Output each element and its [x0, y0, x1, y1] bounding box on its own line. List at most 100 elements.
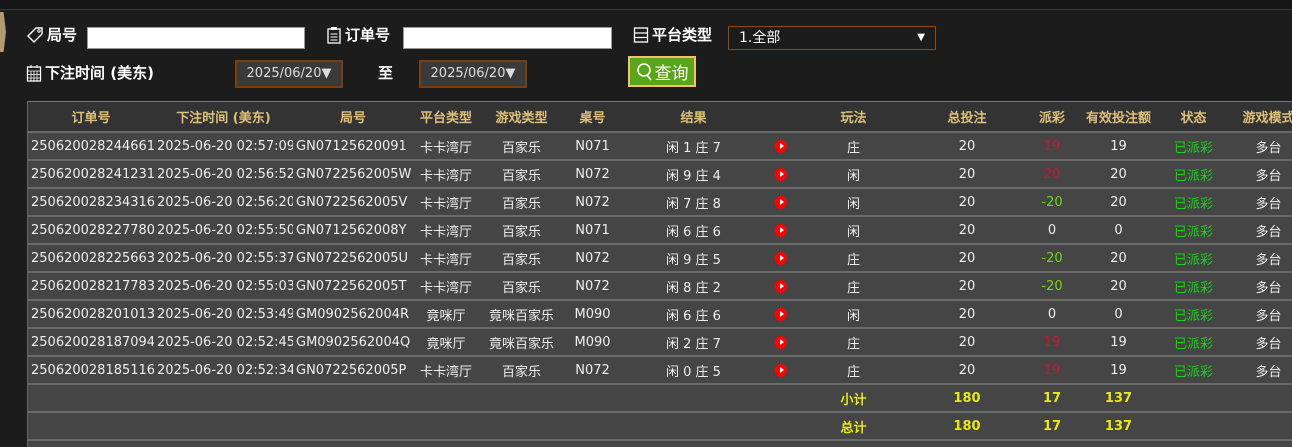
- cell-total-bet: 20: [911, 300, 1023, 329]
- date-to-picker[interactable]: 2025/06/20▼: [419, 60, 527, 88]
- empty-cell: [621, 412, 766, 441]
- cell-bet-type: 闲: [796, 188, 911, 217]
- search-icon: [636, 63, 652, 81]
- empty-cell: [766, 412, 796, 441]
- empty-cell: [293, 412, 413, 441]
- play-replay-icon[interactable]: [775, 223, 787, 237]
- table-row: 250620028185116 2025-06-20 02:52:34 GN0722…: [28, 356, 1292, 385]
- empty-cell: [154, 384, 293, 413]
- cell-game-mode: 多台: [1231, 188, 1292, 217]
- query-button[interactable]: 查询: [628, 56, 696, 87]
- play-replay-icon[interactable]: [775, 335, 787, 349]
- cell-game-mode: 多台: [1231, 356, 1292, 385]
- cell-bet-type: 闲: [796, 216, 911, 245]
- empty-cell: [766, 384, 796, 413]
- orders-table: 订单号 下注时间 (美东) 局号 平台类型 游戏类型 桌号 结果 玩法 总投注 派彩 有效投注额 状态…: [27, 101, 1292, 447]
- cell-platform: 卡卡湾厅: [413, 132, 479, 161]
- table-row: 250620028217783 2025-06-20 02:55:03 GN0722…: [28, 272, 1292, 301]
- cell-bet-type: 闲: [796, 300, 911, 329]
- cell-order-no: 250620028241231: [28, 160, 154, 189]
- cell-game-mode: 多台: [1231, 244, 1292, 273]
- cell-platform: 卡卡湾厅: [413, 272, 479, 301]
- cell-bet-time: 2025-06-20 02:52:34: [154, 356, 293, 385]
- cell-status: 已派彩: [1156, 244, 1231, 273]
- cell-valid-bet: 20: [1081, 272, 1156, 301]
- cell-status: 已派彩: [1156, 216, 1231, 245]
- cell-bet-time: 2025-06-20 02:56:20: [154, 188, 293, 217]
- cell-round-no: GN0722562005P: [293, 356, 413, 385]
- empty-cell: [479, 384, 564, 413]
- cell-valid-bet: 20: [1081, 244, 1156, 273]
- cell-status: 已派彩: [1156, 132, 1231, 161]
- empty-cell: [28, 384, 154, 413]
- side-tab-handle[interactable]: [0, 12, 6, 52]
- header-replay: [766, 101, 796, 133]
- cell-bet-time: 2025-06-20 02:52:45: [154, 328, 293, 357]
- cell-order-no: 250620028217783: [28, 272, 154, 301]
- caret-down-icon: ▼: [917, 32, 925, 43]
- cell-game-mode: 多台: [1231, 216, 1292, 245]
- play-replay-icon[interactable]: [775, 167, 787, 181]
- header-bet-time: 下注时间 (美东): [154, 101, 293, 133]
- cell-round-no: GN07125620091: [293, 132, 413, 161]
- cell-result: 闲 7 庄 8: [621, 188, 766, 217]
- cell-result: 闲 0 庄 5: [621, 356, 766, 385]
- platform-select[interactable]: 1.全部 ▼: [728, 26, 936, 50]
- play-replay-icon[interactable]: [775, 363, 787, 377]
- order-input[interactable]: [403, 27, 612, 49]
- subtotal-payout: 17: [1023, 384, 1081, 413]
- cell-game-type: 百家乐: [479, 188, 564, 217]
- to-label: 至: [378, 64, 394, 82]
- cell-game-type: 百家乐: [479, 216, 564, 245]
- play-replay-icon[interactable]: [775, 251, 787, 265]
- cell-platform: 卡卡湾厅: [413, 160, 479, 189]
- play-replay-icon[interactable]: [775, 279, 787, 293]
- total-label: 总计: [796, 412, 911, 441]
- cell-replay: [766, 244, 796, 273]
- cell-platform: 卡卡湾厅: [413, 356, 479, 385]
- cell-round-no: GM0902562004Q: [293, 328, 413, 357]
- round-input[interactable]: [87, 27, 305, 49]
- header-platform: 平台类型: [413, 101, 479, 133]
- cell-payout: -20: [1023, 272, 1081, 301]
- cell-order-no: 250620028234316: [28, 188, 154, 217]
- cell-payout: 20: [1023, 160, 1081, 189]
- table-row: 250620028244661 2025-06-20 02:57:09 GN0712…: [28, 132, 1292, 161]
- total-row: 总计 180 17 137: [28, 412, 1292, 441]
- cell-status: 已派彩: [1156, 272, 1231, 301]
- clipboard-icon: [327, 26, 341, 44]
- cell-order-no: 250620028244661: [28, 132, 154, 161]
- calendar-icon: [26, 64, 42, 82]
- header-table-no: 桌号: [564, 101, 621, 133]
- cell-platform: 卡卡湾厅: [413, 216, 479, 245]
- cell-table-no: N071: [564, 132, 621, 161]
- header-result: 结果: [621, 101, 766, 133]
- empty-cell: [1231, 384, 1292, 413]
- date-from-picker[interactable]: 2025/06/20▼: [235, 60, 343, 88]
- play-replay-icon[interactable]: [775, 307, 787, 321]
- cell-bet-type: 庄: [796, 244, 911, 273]
- cell-valid-bet: 19: [1081, 132, 1156, 161]
- cell-bet-time: 2025-06-20 02:55:50: [154, 216, 293, 245]
- order-label: 订单号: [326, 24, 390, 45]
- cell-total-bet: 20: [911, 160, 1023, 189]
- empty-cell: [413, 384, 479, 413]
- top-bar: [0, 0, 1292, 10]
- cell-bet-type: 庄: [796, 272, 911, 301]
- cell-payout: -20: [1023, 188, 1081, 217]
- play-replay-icon[interactable]: [775, 139, 787, 153]
- cell-replay: [766, 272, 796, 301]
- cell-platform: 卡卡湾厅: [413, 188, 479, 217]
- table-row: 250620028227780 2025-06-20 02:55:50 GN0712…: [28, 216, 1292, 245]
- total-payout: 17: [1023, 412, 1081, 441]
- cell-valid-bet: 19: [1081, 328, 1156, 357]
- header-status: 状态: [1156, 101, 1231, 133]
- cell-replay: [766, 356, 796, 385]
- empty-cell: [154, 412, 293, 441]
- cell-platform: 竟咪厅: [413, 328, 479, 357]
- cell-replay: [766, 160, 796, 189]
- cell-table-no: N072: [564, 356, 621, 385]
- cell-result: 闲 6 庄 6: [621, 216, 766, 245]
- play-replay-icon[interactable]: [775, 195, 787, 209]
- cell-total-bet: 20: [911, 356, 1023, 385]
